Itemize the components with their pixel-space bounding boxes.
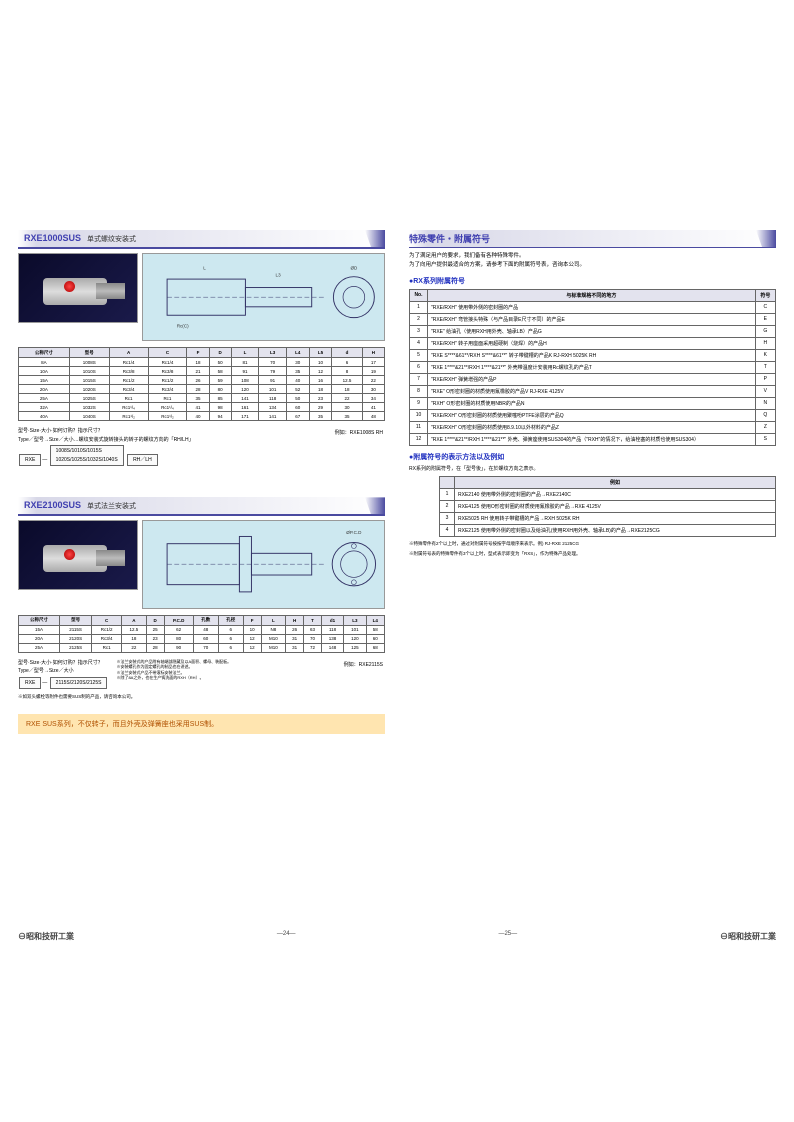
s1-sub: 单式螺纹安装式: [87, 234, 136, 244]
s2-example: 例如：RXE2115S: [344, 661, 383, 670]
s1-header: RXE1000SUS 单式螺纹安装式: [18, 230, 385, 249]
s2-model: RXE2100SUS: [24, 500, 81, 510]
pnum-left: —24—: [277, 931, 296, 942]
highlight-bar: RXE SUS系列，不仅转子，而且外壳及弹簧座也采用SUS制。: [18, 714, 385, 734]
s2-box1: RXE: [19, 677, 41, 690]
left-footnote: ※如双头螺栓等附件也需要SUS制的产品，请咨询本公司。: [18, 694, 385, 700]
footer: ⊖昭和技研工業 —24— —25— ⊖昭和技研工業: [0, 931, 794, 942]
svg-text:ØD: ØD: [350, 265, 358, 270]
s2-photo: [18, 520, 138, 590]
page-right: 特殊零件・附属符号 为了满足用户的要求，我们备有各种特殊零件。 为了向用户提供最…: [409, 230, 776, 734]
s1-note2: Type／型号→Size／大小…螺纹安装式旋转接头的转子的螺纹方向的「RH/LH…: [18, 436, 385, 445]
s1-notebox: 例如：RXE1008S RH 型号·Size·大小·如何订购？指示尺寸？ Typ…: [18, 427, 385, 467]
right-title: 特殊零件・附属符号: [409, 232, 490, 245]
fine2: ※附属符号表的特殊零件有3个以上时，型式表示即变为「RXS」，作为特殊产品处理。: [409, 551, 776, 557]
s2-notebox: 例如：RXE2115S 型号·Size·大小·如何订购？指示尺寸？ Type／型…: [18, 659, 385, 691]
intro2: 为了向用户提供最适合的方案，请参考下面的附属符号表，咨询本公司。: [409, 261, 776, 270]
s1-drawing: L L3 ØD Rc(C): [142, 253, 385, 341]
svg-text:ØP.C.D: ØP.C.D: [346, 530, 362, 535]
t2: 例如1RXE2140 使用带外侧的密封圈的产品→RXE2140C2RXE4125…: [439, 476, 776, 537]
svg-text:L: L: [203, 265, 206, 270]
intro1: 为了满足用户的要求，我们备有各种特殊零件。: [409, 252, 776, 261]
b2sub: RX系列的附属符号，在「型号後」，在於螺纹方向之表示。: [409, 465, 776, 472]
t1: No.与标准规格不同的地方符号1"RXE/RXH" 使用带外侧的密封圈的产品C2…: [409, 289, 776, 446]
bullet1: ●RX系列附属符号: [409, 276, 776, 286]
s1-box2: 1008S/1010S/1015S 1020S/1025S/1032S/1040…: [50, 445, 124, 466]
co-right: ⊖昭和技研工業: [720, 931, 776, 942]
s1-box3: RH／LH: [127, 454, 158, 467]
s1-example: 例如：RXE1008S RH: [335, 429, 383, 438]
s1-model: RXE1000SUS: [24, 233, 81, 243]
bullet2: ●附属符号的表示方法以及例如: [409, 452, 776, 462]
right-header: 特殊零件・附属符号: [409, 230, 776, 248]
s2-note1: 型号·Size·大小·如何订购？指示尺寸？: [18, 659, 108, 668]
fine1: ※特殊零件有2个以上时，通过对附属符号按按字母顺序来表示。例) RJ-RXE 2…: [409, 541, 776, 547]
svg-text:L3: L3: [276, 273, 282, 278]
s2-box2: 2115S/2120S/2125S: [50, 677, 108, 690]
s1-table: 公称尺寸型号ACFDLL3L4L5dH8A1008SRc1/4Rc1/41850…: [18, 347, 385, 421]
s2-sub: 单式法兰安装式: [87, 501, 136, 511]
s1-box1: RXE: [19, 454, 41, 467]
s2-table: 公称尺寸型号CADP.C.D孔数孔径FLHTd1L3L415A2115SRc1/…: [18, 615, 385, 653]
s2-note2: Type／型号→Size／大小: [18, 667, 108, 676]
s2-header: RXE2100SUS 单式法兰安装式: [18, 497, 385, 516]
s2-drawing: ØP.C.D: [142, 520, 385, 608]
s2-w4: ※除了8A之外，也在生产铸洗面的RXH（RH）。: [116, 675, 231, 681]
page-left: RXE1000SUS 单式螺纹安装式 L L3 ØD Rc(C) 公称尺寸型号A…: [18, 230, 385, 734]
svg-text:Rc(C): Rc(C): [177, 323, 189, 328]
co-left: ⊖昭和技研工業: [18, 931, 74, 942]
s1-note1: 型号·Size·大小·如何订购？指示尺寸？: [18, 427, 385, 436]
s1-photo: [18, 253, 138, 323]
pnum-right: —25—: [498, 931, 517, 942]
